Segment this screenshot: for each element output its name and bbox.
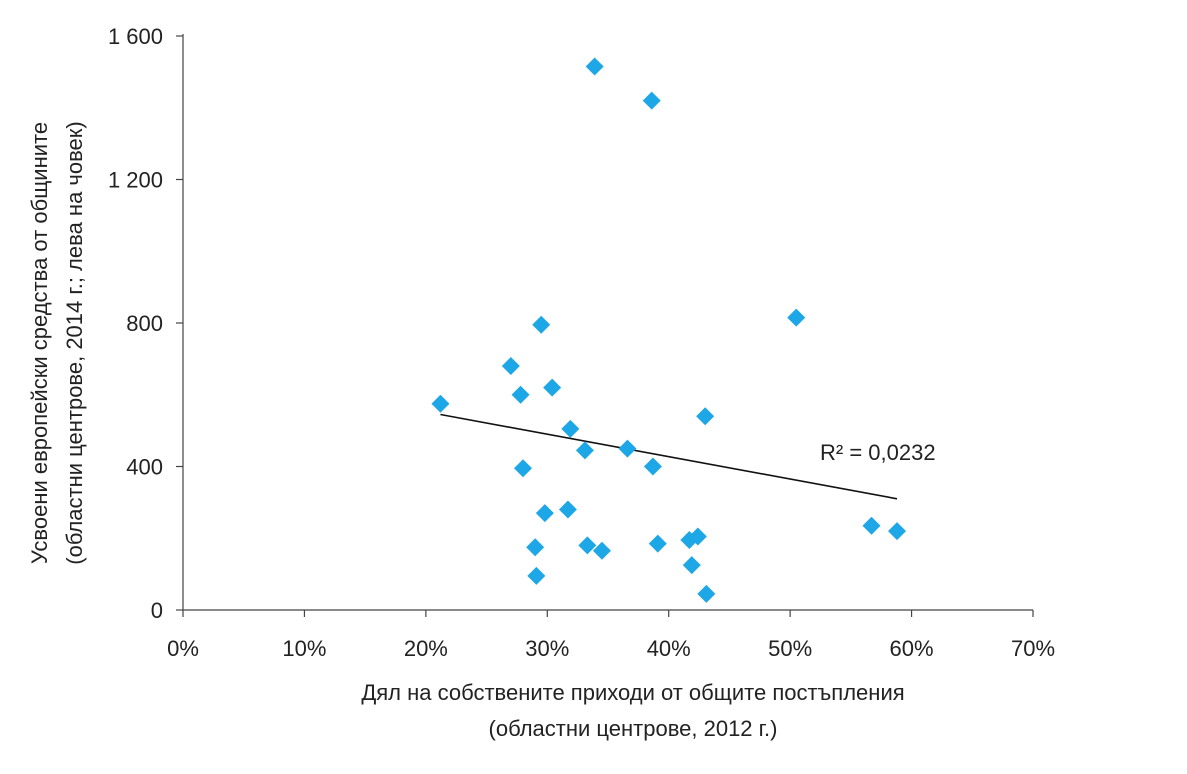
data-point xyxy=(527,566,546,585)
data-point xyxy=(592,541,611,560)
data-point xyxy=(642,91,661,110)
data-point xyxy=(543,378,562,397)
data-points xyxy=(431,57,906,603)
x-tick-label: 20% xyxy=(404,636,448,661)
y-axis-title-line-2: (областни центрове, 2014 г.; лева на чов… xyxy=(62,121,87,564)
data-point xyxy=(696,407,715,426)
data-point xyxy=(585,57,604,76)
data-point xyxy=(535,504,554,523)
data-point xyxy=(578,536,597,555)
data-point xyxy=(682,556,701,575)
data-point xyxy=(643,457,662,476)
data-point xyxy=(561,419,580,438)
data-point xyxy=(558,500,577,519)
trendline xyxy=(440,413,898,500)
data-point xyxy=(888,522,906,541)
y-tick-label: 0 xyxy=(151,598,163,623)
x-tick-label: 0% xyxy=(167,636,199,661)
r-squared-label: R² = 0,0232 xyxy=(820,440,936,465)
x-tick-label: 40% xyxy=(647,636,691,661)
x-axis-title-line-1: Дял на собствените приходи от общите пос… xyxy=(361,680,904,705)
data-point xyxy=(501,357,520,376)
x-tick-label: 30% xyxy=(525,636,569,661)
x-tick-label: 70% xyxy=(1011,636,1055,661)
y-tick-label: 800 xyxy=(126,311,163,336)
data-point xyxy=(618,439,637,458)
x-tick-label: 50% xyxy=(768,636,812,661)
x-tick-label: 10% xyxy=(282,636,326,661)
data-point xyxy=(575,441,594,460)
data-point xyxy=(532,315,551,334)
data-point xyxy=(688,527,707,546)
axis-titles: Дял на собствените приходи от общите пос… xyxy=(27,121,905,741)
data-point xyxy=(697,584,716,603)
x-tick-label: 60% xyxy=(890,636,934,661)
trendline-group: R² = 0,0232 xyxy=(440,413,936,500)
y-tick-label: 1 200 xyxy=(108,168,163,193)
x-axis-title-line-2: (областни центрове, 2012 г.) xyxy=(489,716,778,741)
y-axis-title-line-1: Усвоени европейски средства от общините xyxy=(27,122,52,564)
y-tick-label: 400 xyxy=(126,455,163,480)
data-point xyxy=(526,538,545,557)
y-tick-label: 1 600 xyxy=(108,24,163,49)
data-point xyxy=(511,385,530,404)
data-point xyxy=(862,516,881,535)
data-point xyxy=(648,534,667,553)
data-point xyxy=(431,394,450,413)
axes: 0 400 800 1 200 1 600 0% 10% 20% 30% 40% 50% 60% 70% xyxy=(108,24,1055,661)
data-point xyxy=(514,459,532,478)
data-point xyxy=(787,308,806,327)
